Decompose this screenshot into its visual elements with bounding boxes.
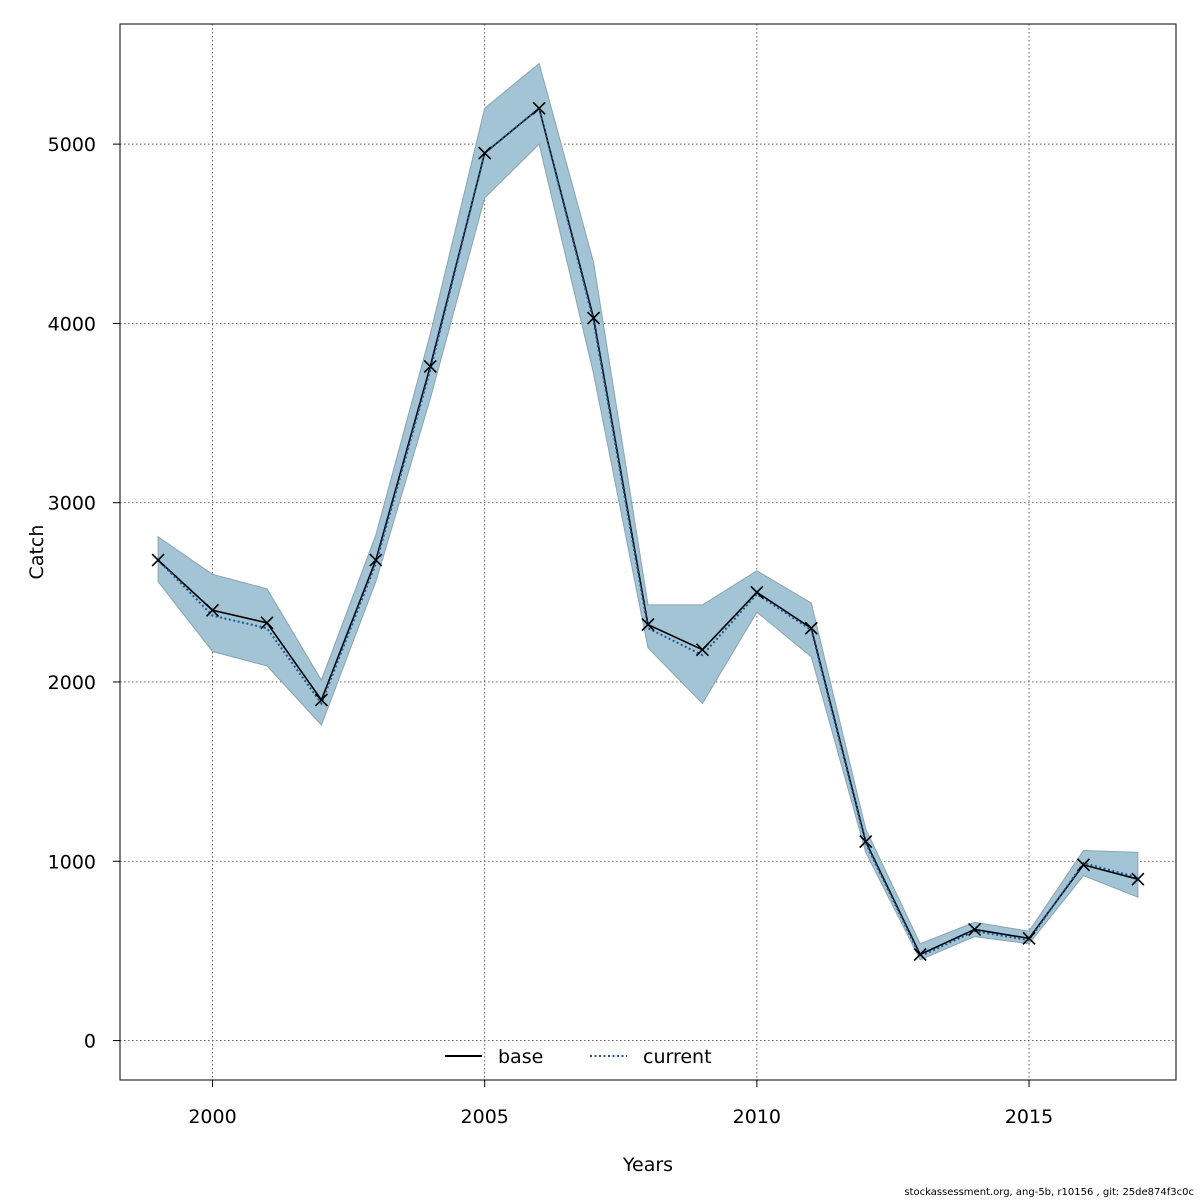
x-tick-label: 2015 [1005,1106,1053,1128]
point-marker [369,553,383,567]
point-marker [532,101,546,115]
point-marker [913,947,927,962]
point-marker [804,621,818,635]
point-marker [314,693,328,707]
legend: base current [445,1046,712,1068]
series-line-current [157,106,1139,958]
point-marker [587,311,601,325]
footer-source: stockassessment.org, ang-5b, r10156 , gi… [904,1187,1194,1198]
legend-label-base: base [498,1046,543,1068]
x-tick-label: 2005 [461,1106,509,1128]
x-axis: 2000 2005 2010 2015 [188,1080,1053,1128]
y-tick-label: 1000 [48,851,96,873]
confidence-band-area [157,62,1139,961]
y-tick-label: 2000 [48,672,96,694]
y-tick-label: 5000 [48,134,96,156]
point-marker [695,643,709,657]
y-axis-title: Catch [26,525,48,580]
point-marker [1076,858,1091,872]
point-markers [151,101,1145,962]
x-tick-label: 2010 [733,1106,781,1128]
x-tick-label: 2000 [188,1106,236,1128]
point-marker [859,834,873,849]
point-marker [750,585,764,599]
point-marker [641,618,655,632]
point-marker [1131,872,1145,886]
point-marker [205,603,220,617]
confidence-band [157,62,1139,961]
point-marker [478,146,492,160]
x-axis-title: Years [622,1154,673,1176]
point-marker [968,922,982,936]
point-marker [423,359,437,374]
point-marker [260,616,274,630]
y-tick-label: 4000 [48,313,96,335]
y-axis: 0 1000 2000 3000 4000 5000 [48,134,120,1053]
legend-label-current: current [643,1046,712,1068]
point-marker [151,553,165,567]
y-tick-label: 3000 [48,493,96,515]
plot-background [120,24,1176,1080]
y-tick-label: 0 [84,1031,96,1053]
plot-frame [119,23,1177,1081]
point-marker [1022,931,1036,945]
